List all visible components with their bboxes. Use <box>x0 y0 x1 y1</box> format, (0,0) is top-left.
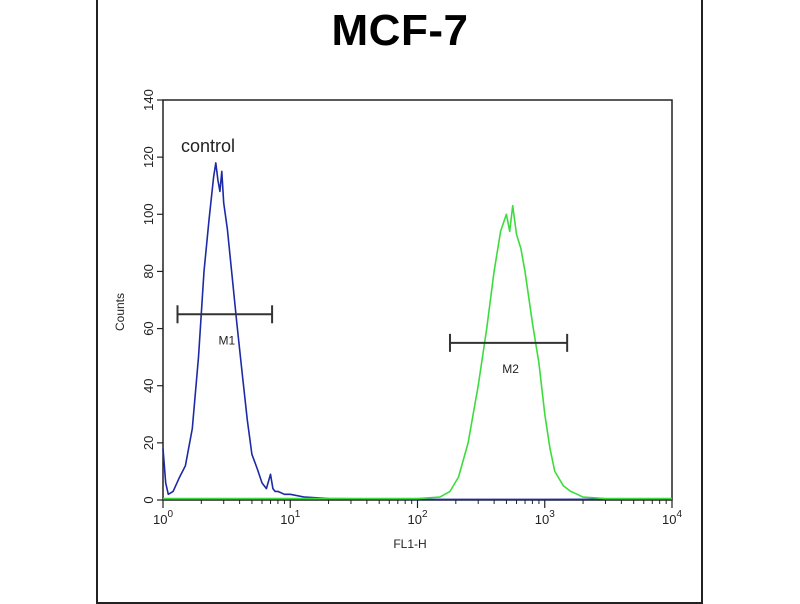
y-tick-label: 0 <box>141 496 156 503</box>
gate-m2: M2 <box>448 333 569 376</box>
y-tick-label: 60 <box>141 321 156 335</box>
y-tick-label: 140 <box>141 89 156 111</box>
x-axis-label: FL1-H <box>393 537 426 551</box>
x-tick-label: 104 <box>662 509 682 527</box>
x-tick-label: 101 <box>280 509 300 527</box>
gate-m1: M1 <box>176 305 274 347</box>
control-annotation: control <box>181 136 235 156</box>
y-tick-label: 40 <box>141 378 156 392</box>
gate-label: M1 <box>218 333 235 347</box>
y-tick-label: 80 <box>141 264 156 278</box>
chart-title: MCF-7 <box>331 6 469 55</box>
x-tick-label: 102 <box>407 509 427 527</box>
x-tick-label: 100 <box>153 509 173 527</box>
series-line-sample <box>163 204 672 500</box>
x-tick-label: 103 <box>535 509 555 527</box>
y-tick-label: 20 <box>141 436 156 450</box>
y-axis-label: Counts <box>113 293 127 331</box>
gate-label: M2 <box>502 362 519 376</box>
gate-layer: M1 M2 <box>176 305 569 376</box>
series-layer <box>162 162 673 501</box>
y-tick-label: 100 <box>141 203 156 225</box>
plot-area <box>162 99 673 501</box>
x-axis-ticks: 100 101 102 103 104 <box>153 500 682 527</box>
series-line-control <box>162 162 673 501</box>
y-tick-label: 120 <box>141 146 156 168</box>
y-axis-ticks: 0 20 40 60 80 100 120 140 <box>141 89 163 504</box>
